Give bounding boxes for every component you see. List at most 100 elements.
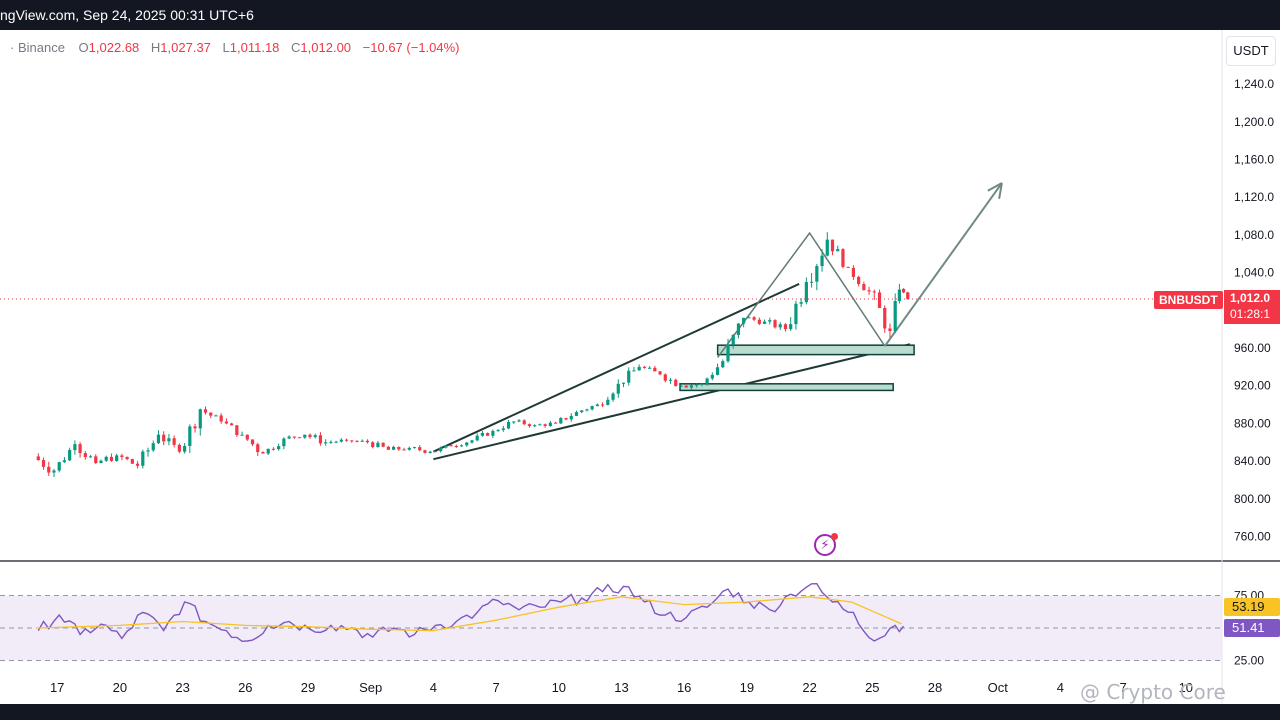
time-tick-label: 4 bbox=[430, 680, 437, 695]
candle-body bbox=[465, 442, 469, 446]
candle-body bbox=[569, 415, 573, 420]
candle-body bbox=[433, 451, 437, 453]
candle-body bbox=[783, 324, 788, 330]
candle-body bbox=[439, 447, 443, 452]
candle-body bbox=[710, 374, 714, 379]
candle-body bbox=[412, 447, 417, 449]
candle-body bbox=[906, 292, 910, 299]
candle-body bbox=[857, 276, 861, 285]
spike-path bbox=[717, 231, 886, 358]
candle-body bbox=[663, 374, 667, 381]
bar-countdown: 01:28:1 bbox=[1230, 307, 1271, 321]
candle-body bbox=[334, 441, 338, 443]
candle-body bbox=[271, 448, 276, 450]
time-tick-label: 26 bbox=[238, 680, 252, 695]
candle-body bbox=[553, 422, 558, 424]
candle-body bbox=[778, 324, 782, 328]
candle-body bbox=[360, 440, 364, 442]
candle-body bbox=[350, 440, 354, 442]
candle-body bbox=[715, 367, 720, 375]
candle-body bbox=[689, 385, 694, 388]
time-tick-label: 25 bbox=[865, 680, 879, 695]
change-value: −10.67 (−1.04%) bbox=[362, 40, 460, 55]
candle-body bbox=[115, 455, 119, 461]
time-tick-label: 7 bbox=[1119, 680, 1126, 695]
candle-body bbox=[742, 317, 746, 324]
time-tick-label: 17 bbox=[50, 680, 64, 695]
candle-body bbox=[62, 460, 67, 463]
candle-body bbox=[679, 385, 683, 387]
candle-body bbox=[851, 267, 855, 277]
candle-body bbox=[318, 435, 323, 444]
candle-body bbox=[167, 438, 171, 442]
candle-body bbox=[104, 456, 108, 461]
candle-body bbox=[407, 447, 411, 450]
support-zone bbox=[679, 383, 894, 392]
candle-body bbox=[250, 439, 255, 445]
current-price-label: 1,012.0 01:28:1 bbox=[1224, 290, 1280, 324]
flash-alert-icon[interactable]: ⚡ bbox=[814, 533, 838, 556]
open-value: 1,022.68 bbox=[88, 40, 140, 55]
candle-body bbox=[88, 456, 93, 458]
candle-body bbox=[486, 433, 490, 436]
candle-body bbox=[674, 379, 678, 387]
exchange-label: · Binance bbox=[10, 40, 65, 55]
candle-body bbox=[454, 446, 458, 448]
candle-body bbox=[303, 434, 307, 438]
candle-body bbox=[94, 456, 98, 463]
time-tick-label: Oct bbox=[988, 680, 1009, 695]
watermark: @ Crypto Core bbox=[1080, 680, 1226, 704]
candle-body bbox=[135, 463, 140, 466]
time-tick-label: 13 bbox=[614, 680, 628, 695]
candle-body bbox=[841, 249, 845, 267]
time-tick-label: 4 bbox=[1057, 680, 1064, 695]
candle-body bbox=[371, 442, 375, 448]
price-tick-label: 1,120.0 bbox=[1234, 190, 1274, 204]
candle-body bbox=[726, 344, 730, 362]
candle-body bbox=[606, 399, 610, 405]
candle-body bbox=[648, 367, 652, 369]
candle-body bbox=[188, 426, 192, 446]
candle-body bbox=[428, 451, 432, 453]
rsi-line bbox=[37, 582, 905, 643]
wedge-lower-trendline bbox=[433, 343, 911, 461]
candle-body bbox=[804, 282, 808, 303]
candle-body bbox=[595, 404, 599, 407]
candle-body bbox=[386, 446, 390, 450]
candle-body bbox=[449, 445, 453, 447]
candle-body bbox=[73, 444, 77, 451]
candle-body bbox=[517, 420, 521, 422]
candle-body bbox=[287, 436, 291, 439]
candle-body bbox=[99, 460, 103, 463]
candle-body bbox=[344, 439, 349, 441]
candle-body bbox=[36, 456, 40, 461]
price-tick-label: 1,240.0 bbox=[1234, 77, 1274, 91]
candle-body bbox=[789, 324, 793, 330]
candle-body bbox=[888, 328, 892, 332]
candle-body bbox=[512, 421, 516, 423]
candle-body bbox=[151, 443, 155, 451]
candle-body bbox=[156, 434, 161, 444]
current-price-value: 1,012.0 bbox=[1230, 291, 1271, 305]
high-value: 1,027.37 bbox=[160, 40, 211, 55]
candle-body bbox=[632, 370, 636, 372]
currency-button[interactable]: USDT bbox=[1226, 36, 1276, 66]
candle-body bbox=[668, 379, 673, 381]
candle-body bbox=[548, 422, 552, 426]
candle-body bbox=[820, 255, 824, 267]
candle-body bbox=[120, 455, 124, 458]
candle-body bbox=[810, 281, 814, 283]
candle-body bbox=[762, 321, 767, 324]
chart-area[interactable]: 1,240.0 1,200.0 1,160.0 1,120.0 1,080.0 1,040… bbox=[0, 30, 1280, 704]
candle-body bbox=[41, 460, 46, 467]
candle-body bbox=[308, 434, 312, 438]
candle-body bbox=[799, 302, 803, 304]
candle-body bbox=[355, 441, 359, 443]
candle-body bbox=[616, 383, 620, 394]
high-label: H bbox=[150, 40, 161, 55]
candle-body bbox=[365, 440, 370, 443]
price-tick-label: 1,160.0 bbox=[1234, 153, 1274, 167]
candle-body bbox=[282, 438, 286, 447]
candle-body bbox=[277, 446, 281, 450]
candle-body bbox=[533, 425, 537, 427]
